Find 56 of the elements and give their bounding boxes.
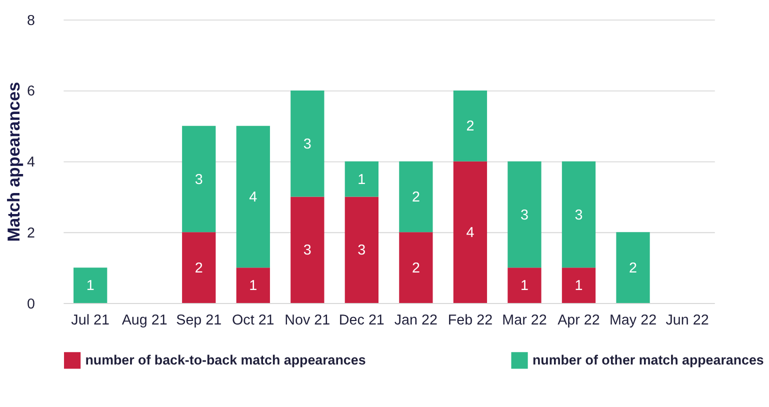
data-label: 1 <box>358 172 366 188</box>
x-tick-label: Sep 21 <box>176 312 222 329</box>
data-label: 3 <box>574 207 583 224</box>
data-label: 2 <box>629 260 638 276</box>
bar <box>290 90 324 197</box>
data-label: 3 <box>358 242 366 259</box>
data-label: 2 <box>466 118 474 135</box>
bar <box>508 268 542 304</box>
y-axis-title: Match appearances <box>3 82 24 242</box>
bar <box>290 196 324 304</box>
x-tick-label: Nov 21 <box>284 312 330 329</box>
bar <box>182 232 216 304</box>
x-tick-label: Apr 22 <box>558 312 600 329</box>
bar <box>508 161 542 268</box>
data-label: 2 <box>412 260 420 276</box>
x-tick-label: Mar 22 <box>502 312 547 329</box>
data-label: 3 <box>520 207 528 224</box>
data-label: 3 <box>303 136 312 152</box>
y-tick-label: 2 <box>26 225 35 242</box>
data-label: 3 <box>194 172 203 188</box>
bar <box>344 196 378 304</box>
bar <box>74 268 108 304</box>
y-tick-label: 8 <box>26 12 35 29</box>
bar <box>399 161 433 232</box>
bar <box>453 161 488 304</box>
bar <box>562 161 596 268</box>
y-tick-label: 0 <box>26 296 35 312</box>
data-label: 4 <box>466 224 474 241</box>
x-tick-label: May 22 <box>609 312 657 329</box>
y-tick-label: 4 <box>26 154 35 171</box>
data-label: 1 <box>574 278 583 294</box>
bar <box>344 161 378 197</box>
bar <box>399 232 433 304</box>
bar <box>616 232 650 304</box>
bar <box>236 126 270 268</box>
data-label: 1 <box>520 278 528 294</box>
data-label: 4 <box>249 190 258 206</box>
bar <box>562 268 596 304</box>
x-tick-label: Jun 22 <box>666 312 709 329</box>
x-tick-label: Feb 22 <box>448 312 493 329</box>
x-tick-label: Jul 21 <box>71 312 110 329</box>
bar <box>453 90 488 162</box>
data-label: 1 <box>86 278 94 294</box>
data-label: 1 <box>249 278 258 294</box>
x-tick-label: Jan 22 <box>394 312 438 329</box>
x-tick-label: Dec 21 <box>338 312 384 329</box>
bar <box>236 268 270 304</box>
data-label: 2 <box>194 260 203 276</box>
legend-label: number of back-to-back match appearances <box>85 352 366 368</box>
x-tick-label: Aug 21 <box>122 312 168 329</box>
y-tick-label: 6 <box>26 84 35 100</box>
legend-label: number of other match appearances <box>532 352 764 368</box>
data-label: 3 <box>303 242 312 259</box>
data-label: 2 <box>412 190 420 206</box>
bar <box>182 126 216 232</box>
x-tick-label: Oct 21 <box>232 312 274 329</box>
